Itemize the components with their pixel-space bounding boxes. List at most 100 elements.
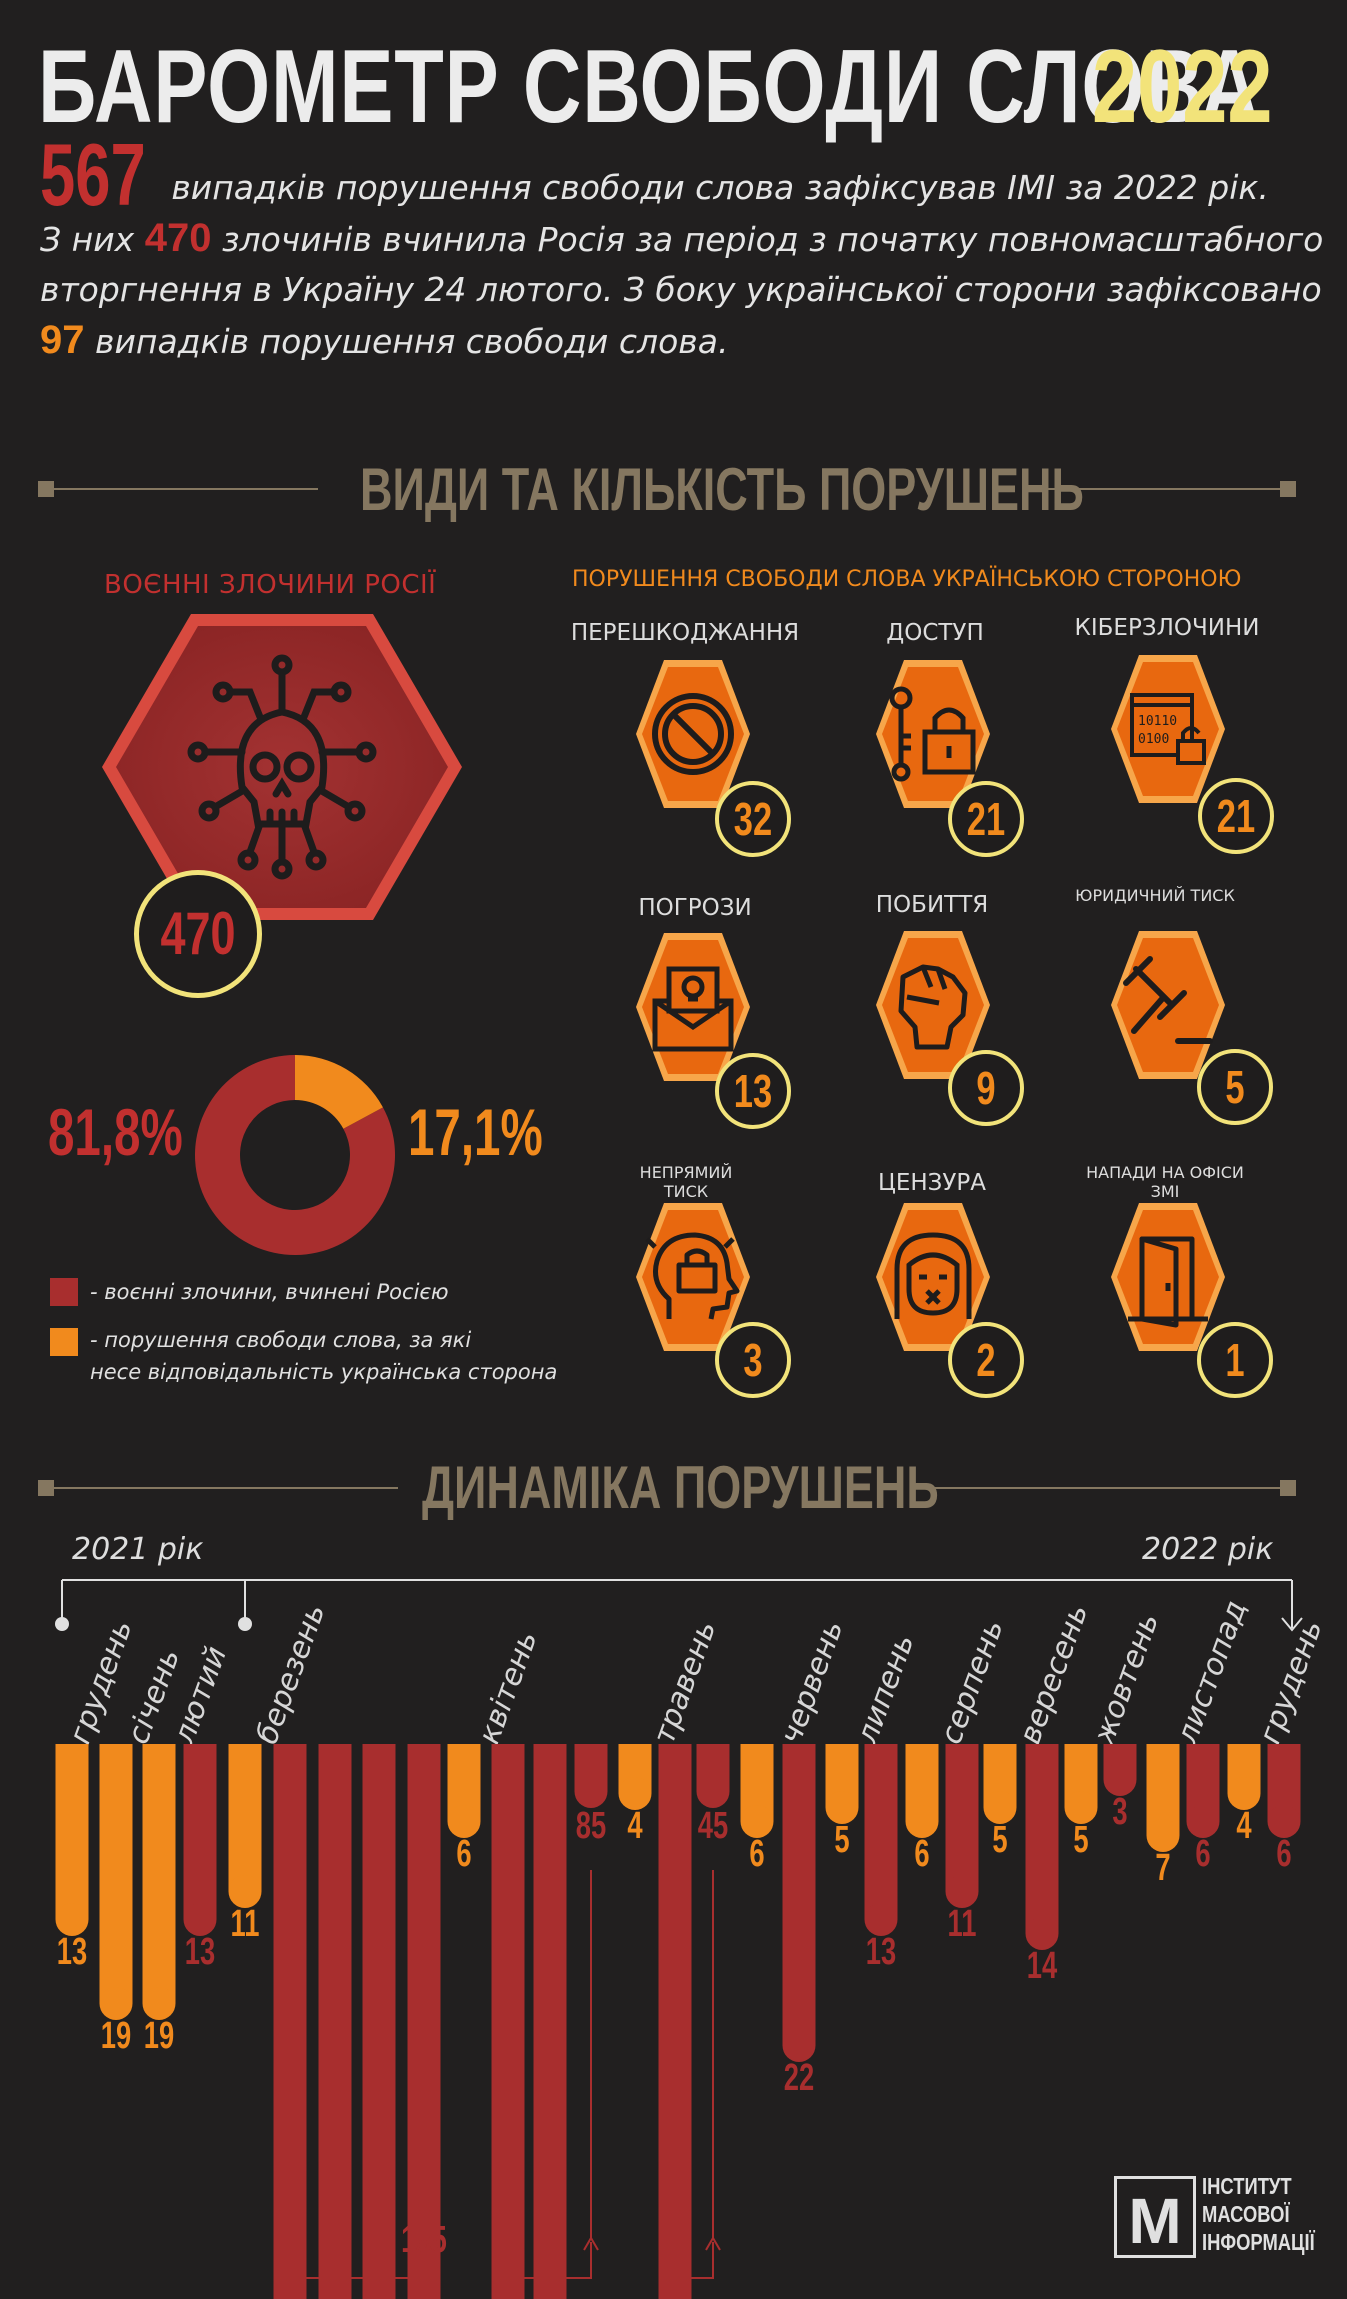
category-label-obstruction: ПЕРЕШКОДЖАННЯ — [570, 620, 800, 646]
imi-logo: М — [1114, 2176, 1196, 2258]
bar — [318, 1744, 352, 2299]
section-divider — [50, 1487, 398, 1489]
ukraine-count: 97 — [40, 318, 85, 362]
hex-office-attacks — [1111, 1203, 1225, 1351]
timeline-dot — [238, 1617, 252, 1631]
bar-cap — [1025, 1917, 1059, 1950]
bar-cap — [983, 1791, 1017, 1824]
bar-value-label: 5 — [992, 1819, 1007, 1861]
bar-cap — [696, 1775, 730, 1808]
april-group-connector-arrow — [416, 2236, 432, 2251]
category-label-threats: ПОГРОЗИ — [638, 895, 752, 921]
bar — [228, 1744, 262, 1892]
bar — [533, 1744, 567, 2299]
intro-text: 567 випадків порушення свободи слова заф… — [40, 131, 1330, 367]
bar-cap — [1186, 1805, 1220, 1838]
bar-value-label: 45 — [698, 1805, 728, 1847]
category-label-beating: ПОБИТТЯ — [875, 892, 989, 918]
bar-cap — [864, 1903, 898, 1936]
silenced-face-icon — [894, 1232, 972, 1319]
category-label-censorship: ЦЕНЗУРА — [877, 1170, 987, 1196]
legend-swatch-russia — [50, 1278, 78, 1306]
bar-cap — [574, 1775, 608, 1808]
bar — [864, 1744, 898, 1920]
bar-cap — [740, 1805, 774, 1838]
hex-obstruction — [636, 660, 750, 808]
may-group-connector — [507, 2242, 592, 2279]
bar-value-label: 4 — [627, 1805, 643, 1847]
bar — [782, 1744, 816, 2046]
logo-mark: М — [1128, 2185, 1182, 2257]
donut-ukraine — [295, 1055, 383, 1129]
bar — [362, 1744, 396, 2299]
bar-value-label: 85 — [576, 1805, 606, 1847]
section-divider — [50, 488, 318, 490]
month-label: жовтень — [1086, 1609, 1166, 1750]
bar-cap — [99, 1987, 133, 2020]
hex-legal — [1111, 931, 1225, 1079]
hex-indirect — [636, 1203, 750, 1351]
section-divider — [1028, 488, 1296, 490]
bar-value-label: 13 — [185, 1931, 215, 1973]
page-title: БАРОМЕТР СВОБОДИ СЛОВА — [38, 29, 1260, 145]
june-group-connector — [674, 2242, 714, 2279]
bar-value-label: 6 — [1195, 1833, 1210, 1875]
bar-value-label: 4 — [1236, 1805, 1252, 1847]
section-marker — [1280, 481, 1296, 497]
legend-swatch-ukraine — [50, 1328, 78, 1356]
bar-value-label: 13 — [866, 1931, 896, 1973]
intro-line-3: вторгнення в Україну 24 лютого. З боку у… — [40, 270, 1322, 309]
badge-obstruction: 32 — [715, 781, 791, 857]
badge-threats: 13 — [715, 1053, 791, 1129]
pct-russia: 81,8% — [48, 1095, 183, 1169]
month-label: липень — [849, 1630, 921, 1750]
bar-value-label: 5 — [834, 1819, 849, 1861]
bar — [407, 1744, 441, 2299]
bar-cap — [1146, 1819, 1180, 1852]
bar-cap — [1064, 1791, 1098, 1824]
bar — [183, 1744, 217, 1920]
month-label: березень — [250, 1599, 333, 1748]
april-group-connector — [289, 2242, 425, 2279]
section-divider — [912, 1487, 1292, 1489]
binary-lock-icon: 10110 0100 — [1130, 693, 1206, 765]
bar-cap — [618, 1777, 652, 1810]
hex-access — [876, 660, 990, 808]
bar — [491, 1744, 525, 2299]
bar-value-label: 6 — [749, 1833, 764, 1875]
russia-label: ВОЄННІ ЗЛОЧИНИ РОСІЇ — [104, 570, 437, 600]
gavel-icon — [1123, 956, 1213, 1044]
bar-value-label: 22 — [784, 2057, 814, 2099]
bar-cap — [825, 1791, 859, 1824]
timeline-start-year: 2021 рік — [72, 1532, 204, 1567]
russia-count: 470 — [144, 216, 212, 260]
bar-cap — [142, 1987, 176, 2020]
bar — [99, 1744, 133, 2004]
bar-value-label: 6 — [914, 1833, 929, 1875]
legend-ukraine: - порушення свободи слова, за які несе в… — [90, 1328, 558, 1384]
bar-cap — [945, 1875, 979, 1908]
bar-value-label: 7 — [1155, 1847, 1170, 1889]
month-label: червень — [774, 1616, 851, 1749]
russia-total-badge: 470 — [134, 870, 262, 998]
svg-text:10110: 10110 — [1138, 714, 1177, 729]
bar — [945, 1744, 979, 1892]
section-marker — [38, 1480, 54, 1496]
door-icon — [1128, 1236, 1208, 1328]
badge-indirect: 3 — [715, 1322, 791, 1398]
bar-cap — [55, 1903, 89, 1936]
badge-access: 21 — [948, 781, 1024, 857]
donut-russia — [195, 1055, 396, 1255]
bar-cap — [905, 1805, 939, 1838]
month-label: серпень — [934, 1615, 1011, 1749]
section-title-types: ВИДИ ТА КІЛЬКІСТЬ ПОРУШЕНЬ — [360, 456, 1084, 523]
bar-cap — [782, 2029, 816, 2062]
prohibited-icon — [652, 693, 734, 775]
bar-value-label: 11 — [948, 1903, 977, 1945]
timeline-arrow — [1281, 1617, 1303, 1632]
hex-cybercrime: 10110 0100 — [1111, 655, 1225, 803]
section-title-dynamics: ДИНАМІКА ПОРУШЕНЬ — [422, 1454, 939, 1521]
pct-ukraine: 17,1% — [408, 1095, 543, 1169]
bar-value-label: 6 — [1276, 1833, 1291, 1875]
bar — [142, 1744, 176, 2004]
